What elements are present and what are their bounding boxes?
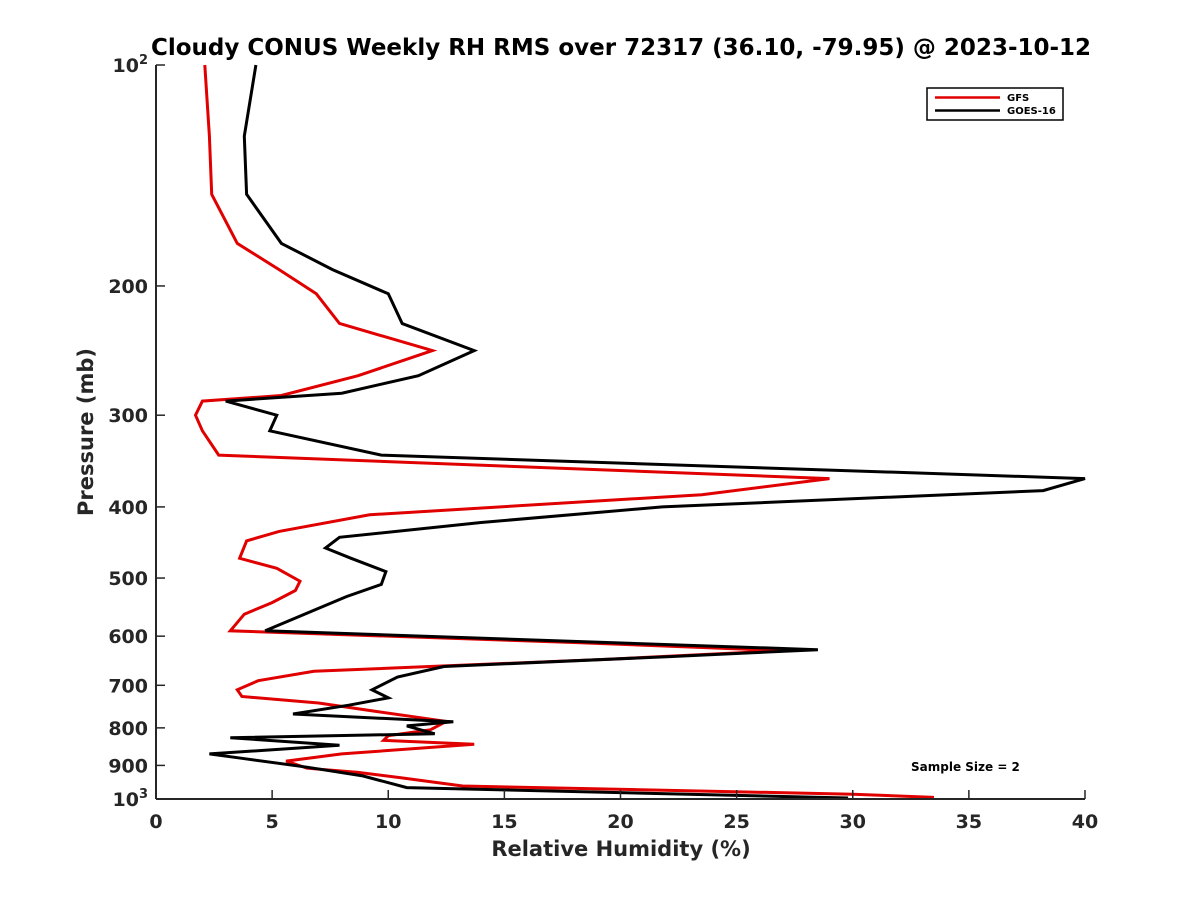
x-axis-label: Relative Humidity (%): [491, 837, 750, 861]
x-tick-label: 5: [266, 811, 279, 833]
x-tick-label: 40: [1072, 811, 1098, 833]
y-ticks: 102 200 300 400 500 600 700 800 900 103: [108, 53, 165, 811]
sample-size-annotation: Sample Size = 2: [911, 760, 1020, 774]
y-tick-label: 200: [108, 276, 148, 298]
series-layer: [193, 64, 1086, 800]
x-tick-label: 0: [149, 811, 162, 833]
y-tick-label: 102: [113, 53, 149, 77]
y-tick-label: 900: [108, 755, 148, 777]
chart-title: Cloudy CONUS Weekly RH RMS over 72317 (3…: [151, 35, 1091, 61]
y-tick-label: 600: [108, 626, 148, 648]
y-tick-label: 700: [108, 675, 148, 697]
y-tick-label: 300: [108, 405, 148, 427]
x-tick-label: 10: [375, 811, 401, 833]
legend-label-goes16: GOES-16: [1007, 106, 1056, 117]
y-tick-label: 103: [113, 787, 149, 811]
x-tick-label: 15: [491, 811, 517, 833]
series-line-goes-16: [209, 64, 1086, 800]
y-tick-label: 400: [108, 497, 148, 519]
x-ticks: 0 5 10 15 20 25 30 35 40: [149, 790, 1098, 833]
x-tick-label: 35: [956, 811, 982, 833]
legend-label-gfs: GFS: [1007, 93, 1029, 104]
x-tick-label: 30: [840, 811, 866, 833]
x-tick-label: 25: [723, 811, 749, 833]
x-tick-label: 20: [607, 811, 633, 833]
legend-box: [926, 87, 1064, 121]
y-tick-label: 800: [108, 718, 148, 740]
y-tick-label: 500: [108, 568, 148, 590]
y-axis-label: Pressure (mb): [74, 348, 98, 516]
series-line-gfs: [193, 64, 935, 799]
legend: GFS GOES-16: [926, 87, 1064, 121]
